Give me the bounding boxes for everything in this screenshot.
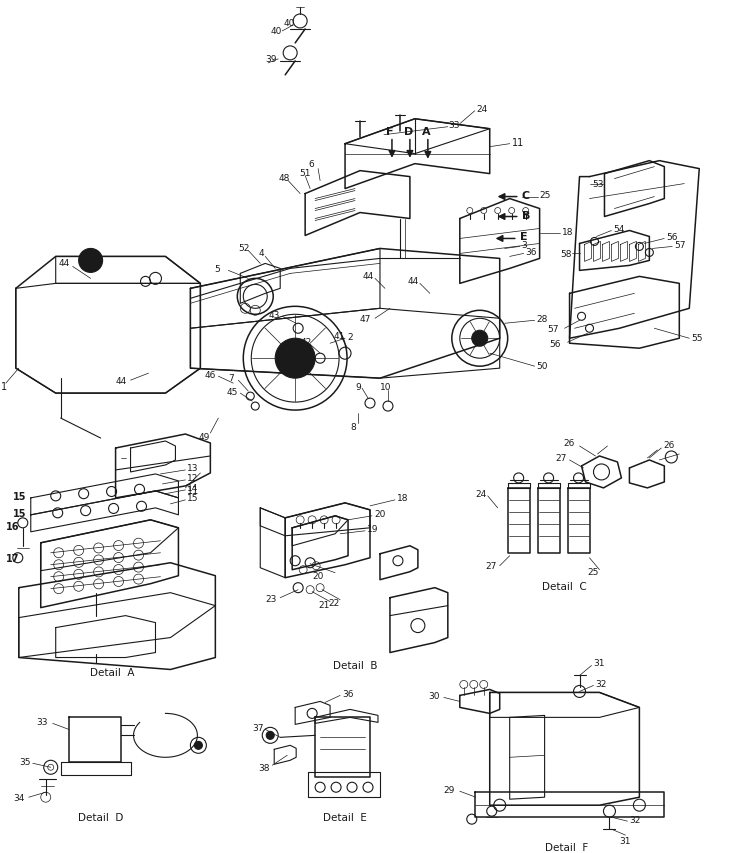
Text: Detail  C: Detail C [542,581,587,591]
Text: 30: 30 [428,691,439,700]
Text: 42: 42 [300,337,311,346]
Text: 13: 13 [187,464,199,473]
Text: 50: 50 [536,362,548,370]
Text: 36: 36 [525,247,537,257]
Circle shape [79,249,102,273]
Text: 19: 19 [367,525,379,534]
Text: 16: 16 [6,521,19,531]
Text: 1: 1 [1,381,7,392]
Text: 15: 15 [13,508,27,519]
Text: 26: 26 [564,439,575,448]
Text: 6: 6 [308,160,314,169]
Text: 37: 37 [252,723,264,732]
Text: 33: 33 [37,717,48,726]
Text: 40: 40 [284,20,295,28]
Text: 46: 46 [205,370,216,380]
Text: 45: 45 [226,387,238,396]
Text: 27: 27 [486,561,497,571]
Text: Detail  B: Detail B [333,661,377,670]
Text: F: F [386,126,393,136]
Text: 22: 22 [328,599,339,607]
Text: 57: 57 [674,241,686,250]
Text: 18: 18 [562,228,573,236]
Text: 33: 33 [448,121,459,130]
Text: 4: 4 [259,248,264,258]
Text: 25: 25 [539,191,551,200]
Text: 40: 40 [270,27,282,37]
Text: 26: 26 [663,441,675,450]
Text: C: C [522,190,530,200]
Text: 27: 27 [556,454,567,463]
Text: 34: 34 [13,792,24,802]
Text: 28: 28 [536,315,548,323]
Text: 56: 56 [666,233,678,241]
Text: 9: 9 [355,382,361,392]
Text: 31: 31 [619,836,631,844]
Text: 32: 32 [629,815,641,824]
Text: 38: 38 [259,763,270,772]
Text: 3: 3 [522,241,528,250]
Text: 55: 55 [691,334,702,342]
Text: 2: 2 [347,333,353,341]
Text: 51: 51 [299,169,310,178]
Circle shape [266,732,274,740]
Text: 21: 21 [318,601,330,609]
Text: 49: 49 [199,432,210,441]
Text: 20: 20 [312,572,324,581]
Text: 32: 32 [596,679,607,688]
Text: 8: 8 [350,422,356,431]
Text: 24: 24 [476,105,488,114]
Text: 57: 57 [548,324,559,334]
Text: 54: 54 [614,224,625,234]
Text: Detail  D: Detail D [78,812,123,822]
Text: 15: 15 [187,494,199,502]
Text: E: E [519,232,528,242]
Text: 44: 44 [116,376,127,386]
Circle shape [472,331,488,347]
Text: 39: 39 [265,55,276,64]
Text: 29: 29 [444,785,455,794]
Text: 23: 23 [265,595,276,603]
Text: 5: 5 [214,264,220,274]
Text: 44: 44 [59,258,70,268]
Text: 41: 41 [333,331,345,340]
Text: 36: 36 [342,689,353,698]
Text: D: D [404,126,413,136]
Text: 53: 53 [593,180,604,189]
Text: 35: 35 [19,757,30,766]
Text: 43: 43 [268,310,279,319]
Text: 58: 58 [560,250,571,258]
Text: 31: 31 [594,659,605,667]
Text: 52: 52 [239,244,250,252]
Text: 24: 24 [476,490,487,499]
Text: 25: 25 [588,567,599,577]
Text: 56: 56 [550,339,561,348]
Text: B: B [522,211,530,220]
Circle shape [194,741,202,750]
Text: A: A [422,126,431,136]
Text: 44: 44 [363,271,374,281]
Text: Detail  E: Detail E [323,812,367,822]
Text: 17: 17 [6,553,19,563]
Text: 44: 44 [408,276,419,286]
Text: 18: 18 [397,494,408,502]
Text: 14: 14 [187,484,199,493]
Circle shape [275,339,315,379]
Text: 48: 48 [278,174,290,183]
Text: Detail  A: Detail A [90,668,135,677]
Text: 11: 11 [512,137,524,148]
Text: 15: 15 [13,491,27,502]
Text: 47: 47 [360,315,371,323]
Text: 7: 7 [228,374,234,382]
Text: 12: 12 [187,474,199,483]
Text: 11: 11 [187,485,199,496]
Text: 20: 20 [374,510,385,519]
Text: 10: 10 [380,382,391,392]
Text: Detail  F: Detail F [545,842,588,852]
